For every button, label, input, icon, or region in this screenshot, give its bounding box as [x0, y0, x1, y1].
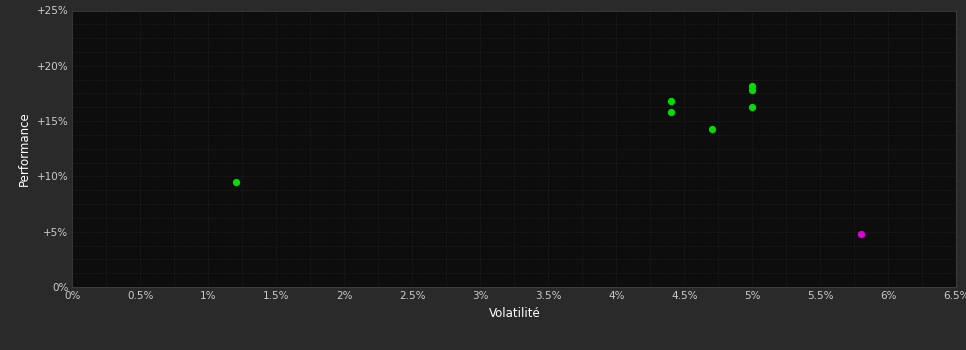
Point	[745, 83, 760, 89]
Point	[663, 110, 678, 115]
Point	[745, 104, 760, 110]
X-axis label: Volatilité: Volatilité	[489, 307, 540, 320]
Point	[228, 179, 243, 185]
Y-axis label: Performance: Performance	[18, 111, 31, 186]
Point	[745, 88, 760, 93]
Point	[853, 231, 868, 237]
Point	[663, 98, 678, 104]
Point	[704, 126, 720, 132]
